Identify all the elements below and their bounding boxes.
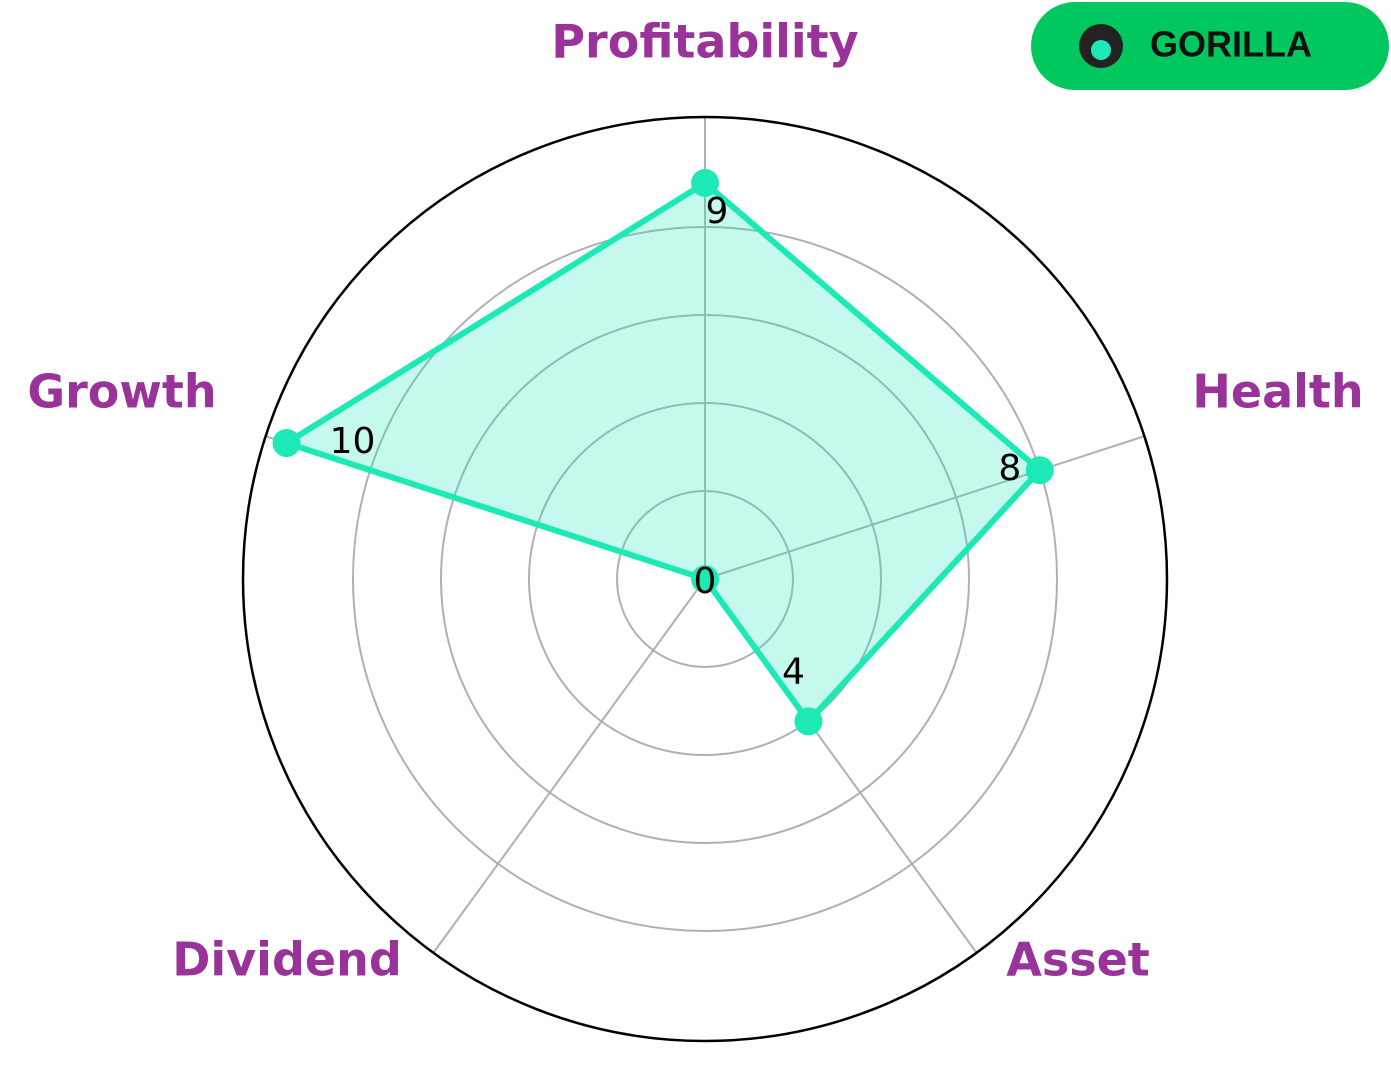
axis-label: Asset [1006, 933, 1150, 987]
radar-line [279, 179, 1045, 727]
logo-badge: GORILLA [1031, 2, 1389, 90]
axis-label: Dividend [172, 933, 402, 987]
radar-point [1025, 456, 1054, 485]
radar-area [286, 183, 1040, 722]
value-label: 4 [782, 651, 805, 692]
radar-point [272, 429, 301, 458]
value-label: 8 [998, 448, 1021, 489]
logo-icon-face [1091, 40, 1111, 60]
logo-text: GORILLA [1150, 24, 1312, 65]
grid-spoke [704, 435, 1145, 580]
radar-point [691, 169, 719, 197]
axis-label: Profitability [551, 15, 858, 69]
logo-background [1031, 2, 1389, 90]
radar-point [691, 565, 719, 593]
axis-label: Growth [27, 365, 216, 419]
value-label: 0 [694, 561, 717, 602]
axis-label: Health [1192, 365, 1363, 419]
grid-spoke [432, 578, 706, 954]
value-label: 10 [330, 421, 376, 462]
outer-frame [241, 115, 1169, 1043]
radar-point [794, 707, 823, 736]
value-label: 9 [706, 191, 729, 232]
